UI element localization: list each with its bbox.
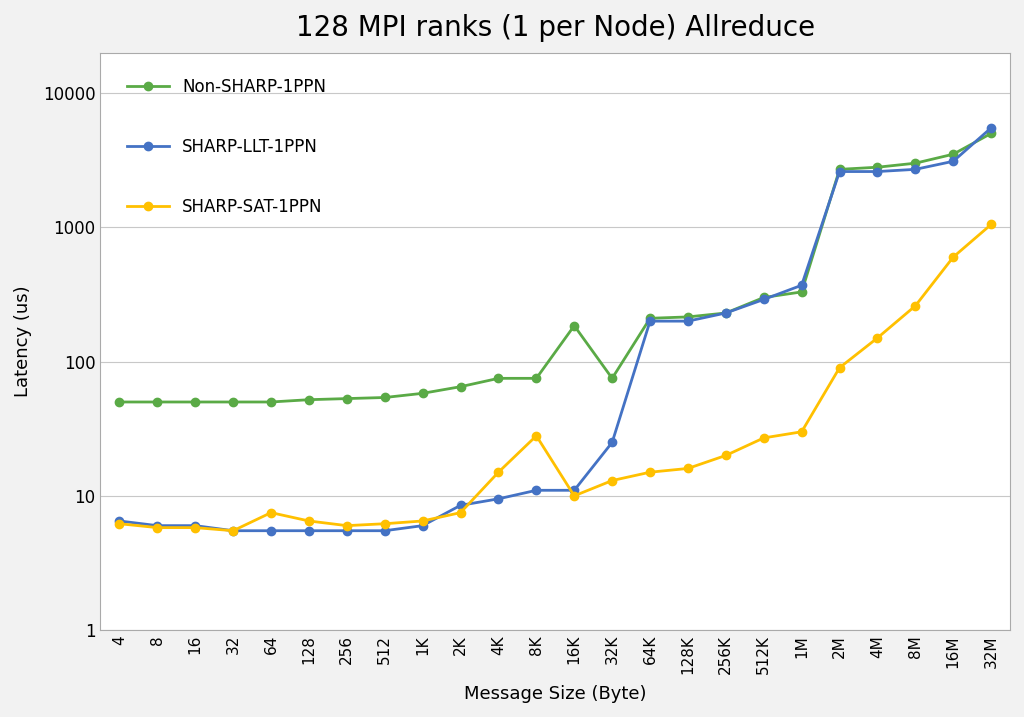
SHARP-LLT-1PPN — [758, 295, 770, 304]
SHARP-LLT-1PPN — [834, 167, 846, 176]
SHARP-LLT-1PPN — [947, 157, 959, 166]
SHARP-SAT-1PPN — [682, 464, 694, 473]
Y-axis label: Latency (us): Latency (us) — [14, 285, 32, 397]
Non-SHARP-1PPN — [606, 374, 618, 383]
SHARP-SAT-1PPN — [985, 220, 997, 229]
Non-SHARP-1PPN — [455, 382, 467, 391]
SHARP-SAT-1PPN — [265, 508, 278, 517]
Non-SHARP-1PPN — [985, 129, 997, 138]
SHARP-LLT-1PPN — [720, 309, 732, 318]
SHARP-SAT-1PPN — [417, 517, 429, 526]
Non-SHARP-1PPN — [303, 395, 315, 404]
SHARP-SAT-1PPN — [530, 432, 543, 440]
Non-SHARP-1PPN — [341, 394, 353, 403]
X-axis label: Message Size (Byte): Message Size (Byte) — [464, 685, 646, 703]
SHARP-LLT-1PPN — [606, 438, 618, 447]
SHARP-LLT-1PPN — [455, 501, 467, 510]
Non-SHARP-1PPN — [114, 398, 126, 407]
SHARP-SAT-1PPN — [493, 468, 505, 477]
SHARP-SAT-1PPN — [455, 508, 467, 517]
Non-SHARP-1PPN — [947, 150, 959, 158]
SHARP-SAT-1PPN — [909, 302, 922, 310]
SHARP-LLT-1PPN — [417, 521, 429, 530]
SHARP-LLT-1PPN — [644, 317, 656, 326]
SHARP-SAT-1PPN — [720, 451, 732, 460]
SHARP-LLT-1PPN — [189, 521, 202, 530]
Non-SHARP-1PPN — [758, 293, 770, 302]
SHARP-LLT-1PPN — [265, 526, 278, 535]
Non-SHARP-1PPN — [379, 393, 391, 402]
SHARP-LLT-1PPN — [909, 165, 922, 174]
SHARP-SAT-1PPN — [644, 468, 656, 477]
SHARP-LLT-1PPN — [303, 526, 315, 535]
SHARP-SAT-1PPN — [834, 364, 846, 372]
SHARP-LLT-1PPN — [152, 521, 164, 530]
SHARP-SAT-1PPN — [341, 521, 353, 530]
SHARP-SAT-1PPN — [871, 333, 884, 342]
SHARP-LLT-1PPN — [227, 526, 240, 535]
Non-SHARP-1PPN — [568, 321, 581, 330]
SHARP-LLT-1PPN — [871, 167, 884, 176]
Non-SHARP-1PPN — [265, 398, 278, 407]
Non-SHARP-1PPN — [493, 374, 505, 383]
SHARP-SAT-1PPN — [947, 253, 959, 262]
Non-SHARP-1PPN — [152, 398, 164, 407]
Legend: Non-SHARP-1PPN, SHARP-LLT-1PPN, SHARP-SAT-1PPN: Non-SHARP-1PPN, SHARP-LLT-1PPN, SHARP-SA… — [127, 78, 326, 216]
SHARP-SAT-1PPN — [606, 476, 618, 485]
SHARP-SAT-1PPN — [227, 526, 240, 535]
Non-SHARP-1PPN — [682, 313, 694, 321]
Line: SHARP-LLT-1PPN: SHARP-LLT-1PPN — [116, 123, 995, 535]
Non-SHARP-1PPN — [871, 163, 884, 171]
SHARP-LLT-1PPN — [379, 526, 391, 535]
SHARP-LLT-1PPN — [985, 123, 997, 132]
Non-SHARP-1PPN — [189, 398, 202, 407]
Line: Non-SHARP-1PPN: Non-SHARP-1PPN — [116, 129, 995, 406]
SHARP-LLT-1PPN — [796, 281, 808, 290]
SHARP-SAT-1PPN — [796, 427, 808, 436]
SHARP-LLT-1PPN — [114, 517, 126, 526]
SHARP-SAT-1PPN — [152, 523, 164, 532]
Non-SHARP-1PPN — [530, 374, 543, 383]
Non-SHARP-1PPN — [720, 309, 732, 318]
SHARP-LLT-1PPN — [493, 495, 505, 503]
Non-SHARP-1PPN — [227, 398, 240, 407]
SHARP-SAT-1PPN — [114, 519, 126, 528]
SHARP-LLT-1PPN — [568, 486, 581, 495]
SHARP-SAT-1PPN — [303, 517, 315, 526]
Non-SHARP-1PPN — [796, 288, 808, 296]
Non-SHARP-1PPN — [417, 389, 429, 398]
SHARP-SAT-1PPN — [758, 434, 770, 442]
SHARP-SAT-1PPN — [568, 492, 581, 500]
Title: 128 MPI ranks (1 per Node) Allreduce: 128 MPI ranks (1 per Node) Allreduce — [296, 14, 815, 42]
SHARP-LLT-1PPN — [530, 486, 543, 495]
SHARP-LLT-1PPN — [341, 526, 353, 535]
Non-SHARP-1PPN — [909, 159, 922, 168]
Non-SHARP-1PPN — [834, 165, 846, 174]
SHARP-LLT-1PPN — [682, 317, 694, 326]
Line: SHARP-SAT-1PPN: SHARP-SAT-1PPN — [116, 220, 995, 535]
SHARP-SAT-1PPN — [379, 519, 391, 528]
Non-SHARP-1PPN — [644, 314, 656, 323]
SHARP-SAT-1PPN — [189, 523, 202, 532]
